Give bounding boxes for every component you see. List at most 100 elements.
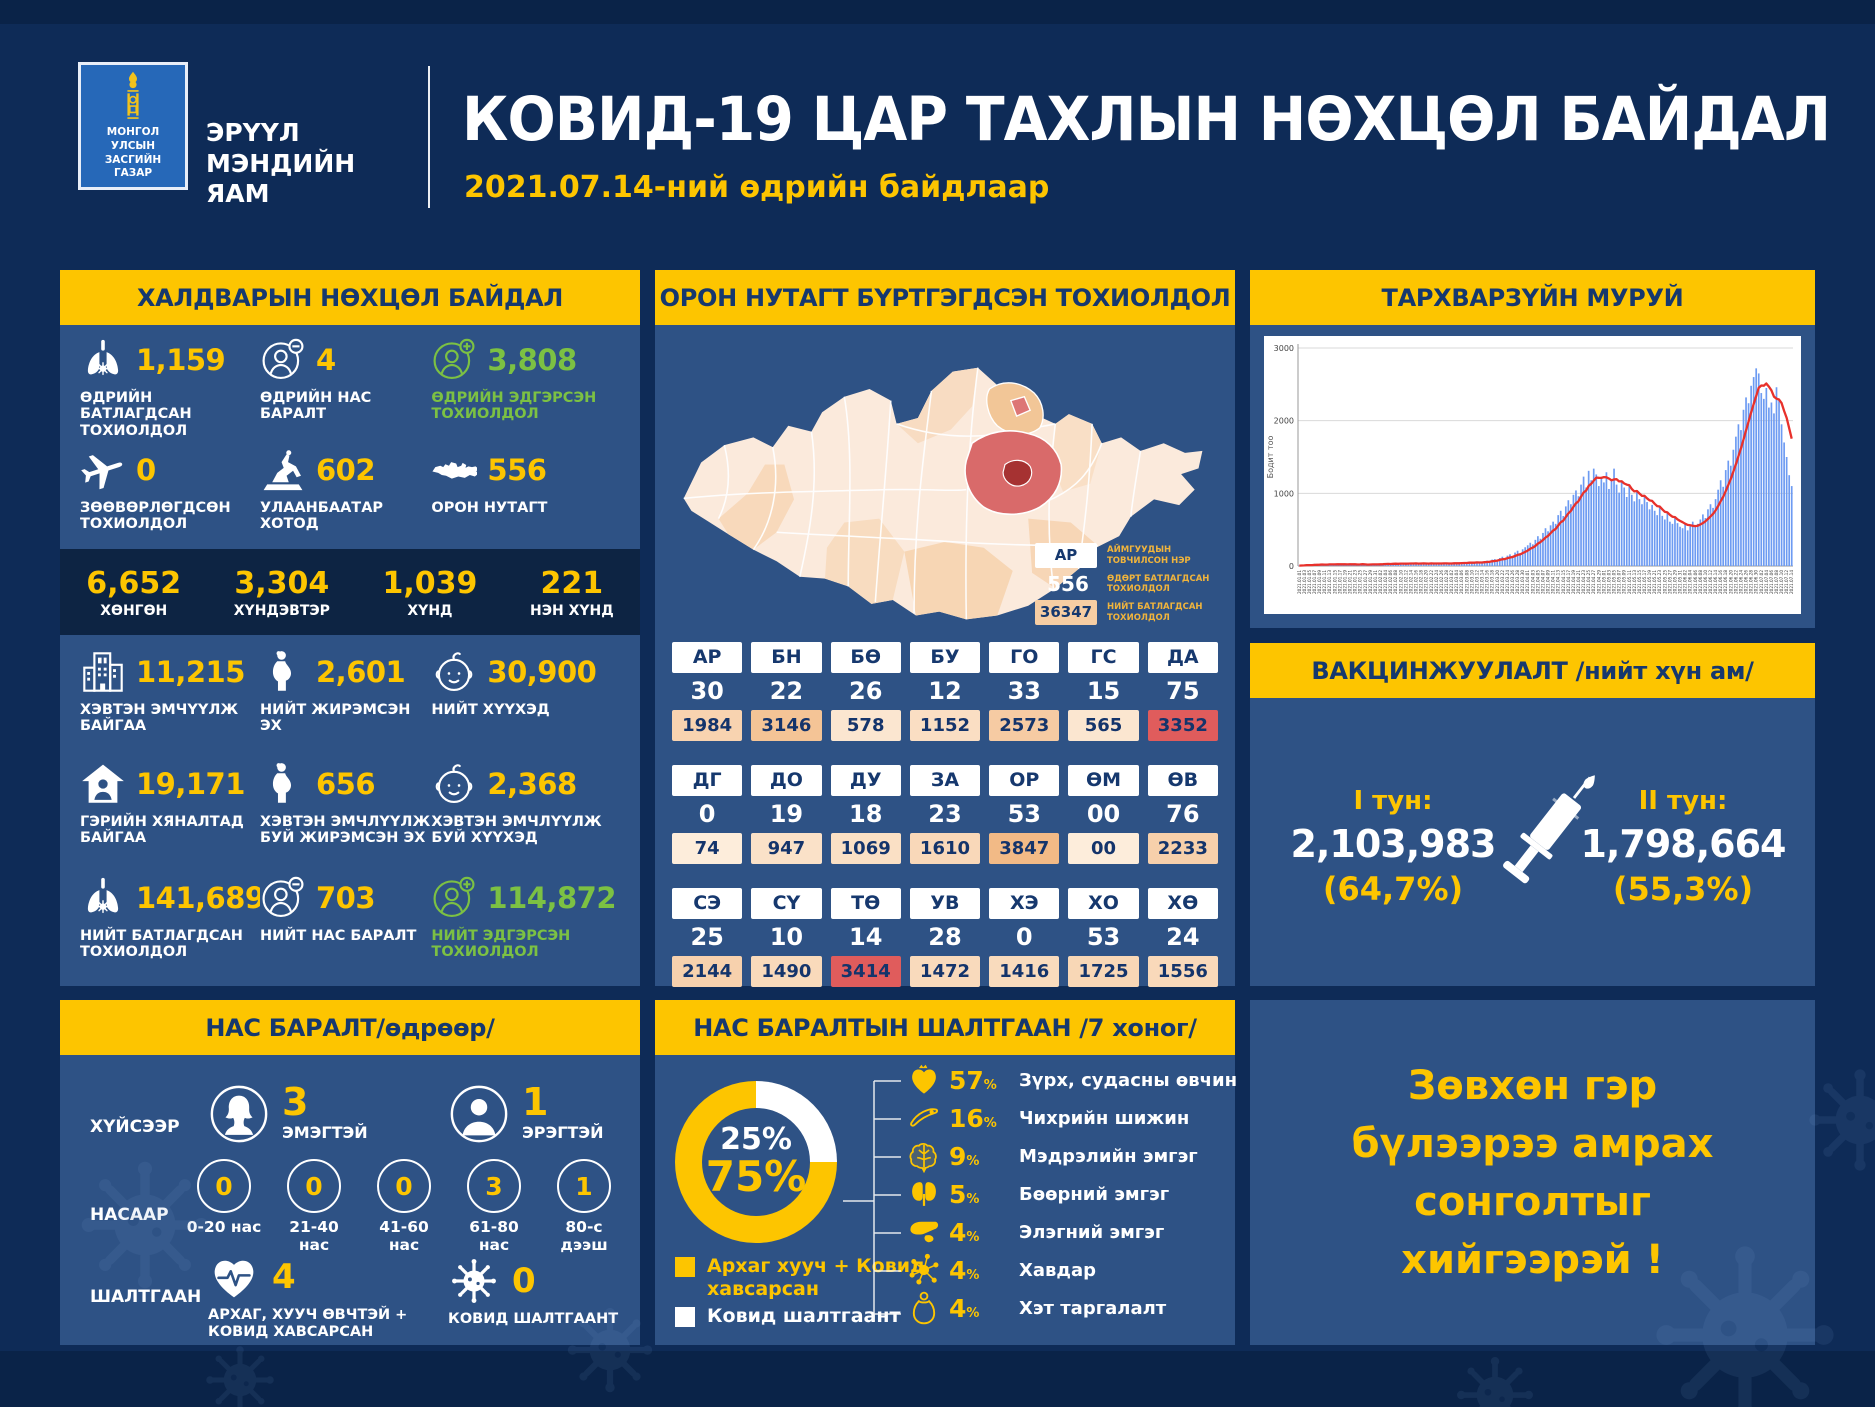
province-abbr: БУ	[909, 642, 981, 673]
soyombo-emblem-icon	[127, 71, 139, 119]
stat-item: 30,900 НИЙТ ХҮҮХЭД	[431, 645, 620, 757]
legend-total-label: НИЙТ БАТЛАГДСАН ТОХИОЛДОЛ	[1107, 602, 1203, 623]
svg-text:2021.01.25: 2021.01.25	[1358, 570, 1363, 594]
stat-label: НИЙТ ЭДГЭРСЭН ТОХИОЛДОЛ	[431, 928, 571, 961]
baby-icon	[431, 649, 477, 695]
province-daily-value: 28	[928, 923, 962, 951]
location-stats-row: 0 ЗӨӨВӨРЛӨГДСӨН ТОХИОЛДОЛ 602 УЛААНБААТАР Х…	[60, 443, 640, 543]
syringe-icon	[1503, 775, 1595, 884]
province-column: УВ 28 1472	[909, 888, 981, 987]
cause-row: 9% Мэдрэлийн эмгэг	[907, 1137, 1237, 1175]
svg-text:2021.05.31: 2021.05.31	[1678, 570, 1683, 594]
dose2-block: II тун: 1,798,664 (55,3%)	[1568, 786, 1798, 908]
svg-text:2021.07.06: 2021.07.06	[1769, 570, 1774, 594]
province-total-value: 3847	[989, 833, 1060, 864]
svg-text:2021.03.30: 2021.03.30	[1520, 570, 1525, 594]
vaccination-panel: ВАКЦИНЖУУЛАЛТ /нийт хүн ам/ I тун: 2,103…	[1250, 643, 1815, 986]
province-daily-value: 53	[1007, 800, 1041, 828]
svg-text:2021.04.01: 2021.04.01	[1525, 570, 1530, 594]
svg-text:2021.02.04: 2021.02.04	[1383, 570, 1388, 594]
severity-label: ХҮНДЭВТЭР	[233, 602, 330, 619]
stat-label: ЗӨӨВӨРЛӨГДСӨН ТОХИОЛДОЛ	[80, 500, 231, 533]
svg-text:2021.02.02: 2021.02.02	[1378, 570, 1383, 594]
advice-message-panel: Зөвхөн гэр бүлээрээ амрах сонголтыг хийг…	[1250, 1000, 1815, 1345]
province-total-value: 3352	[1147, 710, 1218, 741]
age-group-label: 41-60 нас	[379, 1218, 429, 1254]
stat-value: 703	[316, 881, 376, 915]
brain-icon	[907, 1139, 941, 1173]
female-icon	[208, 1083, 270, 1145]
province-total-value: 3414	[830, 956, 901, 987]
svg-text:2021.05.15: 2021.05.15	[1637, 570, 1642, 594]
province-table-group-3: СЭ 25 2144 СҮ 10 1490 ТӨ 14 3414 УВ 28 1472 ХЭ 0 1416 Х…	[655, 888, 1235, 987]
stat-item: 114,872 НИЙТ ЭДГЭРСЭН ТОХИОЛДОЛ	[431, 871, 620, 983]
kidney-icon	[907, 1177, 941, 1211]
stat-value: 602	[316, 453, 376, 487]
svg-text:2021.02.18: 2021.02.18	[1419, 570, 1424, 594]
svg-text:2021.02.06: 2021.02.06	[1388, 570, 1393, 594]
age-row-label: НАСААР	[90, 1205, 169, 1225]
stat-value: 0	[136, 453, 156, 487]
hospital-icon	[80, 649, 126, 695]
donut-comorbid-percent: 75%	[705, 1151, 807, 1201]
province-daily-value: 30	[690, 677, 724, 705]
svg-text:2021.04.23: 2021.04.23	[1581, 570, 1586, 594]
province-total-value: 1069	[830, 833, 901, 864]
cause-breakdown-list: 57% Зүрх, судасны өвчин 16% Чихрийн шижин 9%…	[907, 1061, 1237, 1327]
death-cause-label: АРХАГ, ХУУЧ ӨВЧТЭЙ + КОВИД ХАВСАРСАН	[208, 1307, 408, 1340]
donut-connector-lines	[843, 1080, 901, 1321]
virus-icon	[448, 1255, 500, 1307]
person-plus-icon	[431, 337, 477, 383]
province-column: ХЭ 0 1416	[989, 888, 1060, 987]
deaths-panel-title: НАС БАРАЛТ/өдрөөр/	[205, 1013, 495, 1042]
province-abbr: ГС	[1068, 642, 1139, 673]
cause-percent: 4%	[949, 1293, 980, 1323]
cause-row-label: ШАЛТГААН	[90, 1287, 202, 1307]
age-group: 0 41-60 нас	[366, 1159, 442, 1255]
province-abbr: ӨМ	[1068, 765, 1139, 796]
province-daily-value: 53	[1086, 923, 1121, 951]
death-causes-panel: НАС БАРАЛТЫН ШАЛТГААН /7 хоног/ 25% 75% …	[655, 1000, 1237, 1345]
province-daily-value: 14	[849, 923, 883, 951]
legend-abbr-label: АЙМГУУДЫН ТОВЧИЛСОН НЭР	[1107, 545, 1191, 566]
cause-percent: 4%	[949, 1255, 980, 1285]
province-abbr: ДУ	[830, 765, 901, 796]
stat-item: 656 ХЭВТЭН ЭМЧЛҮҮЛЖ БУЙ ЖИРЭМСЭН ЭХ	[260, 757, 431, 871]
causes-panel-title: НАС БАРАЛТЫН ШАЛТГААН /7 хоног/	[693, 1013, 1197, 1042]
province-total-value: 1610	[909, 833, 981, 864]
svg-text:2021.06.18: 2021.06.18	[1723, 570, 1728, 594]
cause-percent: 5%	[949, 1179, 980, 1209]
province-daily-value: 0	[1015, 923, 1033, 951]
svg-text:2021.02.28: 2021.02.28	[1444, 570, 1449, 594]
svg-text:2021.01.05: 2021.01.05	[1307, 570, 1312, 594]
svg-text:2021.06.12: 2021.06.12	[1708, 570, 1713, 594]
province-total-value: 3146	[751, 710, 822, 741]
severity-value: 3,304	[234, 565, 330, 601]
province-total-value: 1556	[1147, 956, 1218, 987]
province-total-value: 1416	[989, 956, 1060, 987]
svg-text:2021.05.17: 2021.05.17	[1642, 570, 1647, 594]
svg-text:2021.03.18: 2021.03.18	[1490, 570, 1495, 594]
stat-item: 703 НИЙТ НАС БАРАЛТ	[260, 871, 431, 983]
svg-text:2021.02.16: 2021.02.16	[1414, 570, 1419, 594]
cause-row: 4% Хавдар	[907, 1251, 1237, 1289]
cause-row: 4% Хэт таргалалт	[907, 1289, 1237, 1327]
svg-text:2021.04.27: 2021.04.27	[1591, 570, 1596, 594]
svg-text:2021.02.10: 2021.02.10	[1398, 570, 1403, 594]
donut-center: 25% 75%	[702, 1108, 810, 1216]
svg-text:2021.02.22: 2021.02.22	[1429, 570, 1434, 594]
province-column: АР 30 1984	[672, 642, 743, 741]
svg-text:2021.05.19: 2021.05.19	[1647, 570, 1652, 594]
svg-text:2021.04.25: 2021.04.25	[1586, 570, 1591, 594]
stat-value: 30,900	[487, 655, 597, 689]
mongolia-icon	[431, 447, 478, 493]
svg-text:2021.01.15: 2021.01.15	[1332, 570, 1337, 594]
svg-text:2021.05.23: 2021.05.23	[1657, 570, 1662, 594]
bottom-strip	[0, 1351, 1875, 1407]
province-total-value: 1984	[672, 710, 743, 741]
svg-text:2021.03.10: 2021.03.10	[1469, 570, 1474, 594]
svg-text:Бодит тоо: Бодит тоо	[1266, 436, 1275, 479]
regions-panel-title: ОРОН НУТАГТ БҮРТГЭГДСЭН ТОХИОЛДОЛ	[659, 283, 1231, 312]
percent-sign: %	[966, 1153, 980, 1169]
government-logo: МОНГОЛ УЛСЫН ЗАСГИЙН ГАЗАР	[78, 62, 188, 190]
